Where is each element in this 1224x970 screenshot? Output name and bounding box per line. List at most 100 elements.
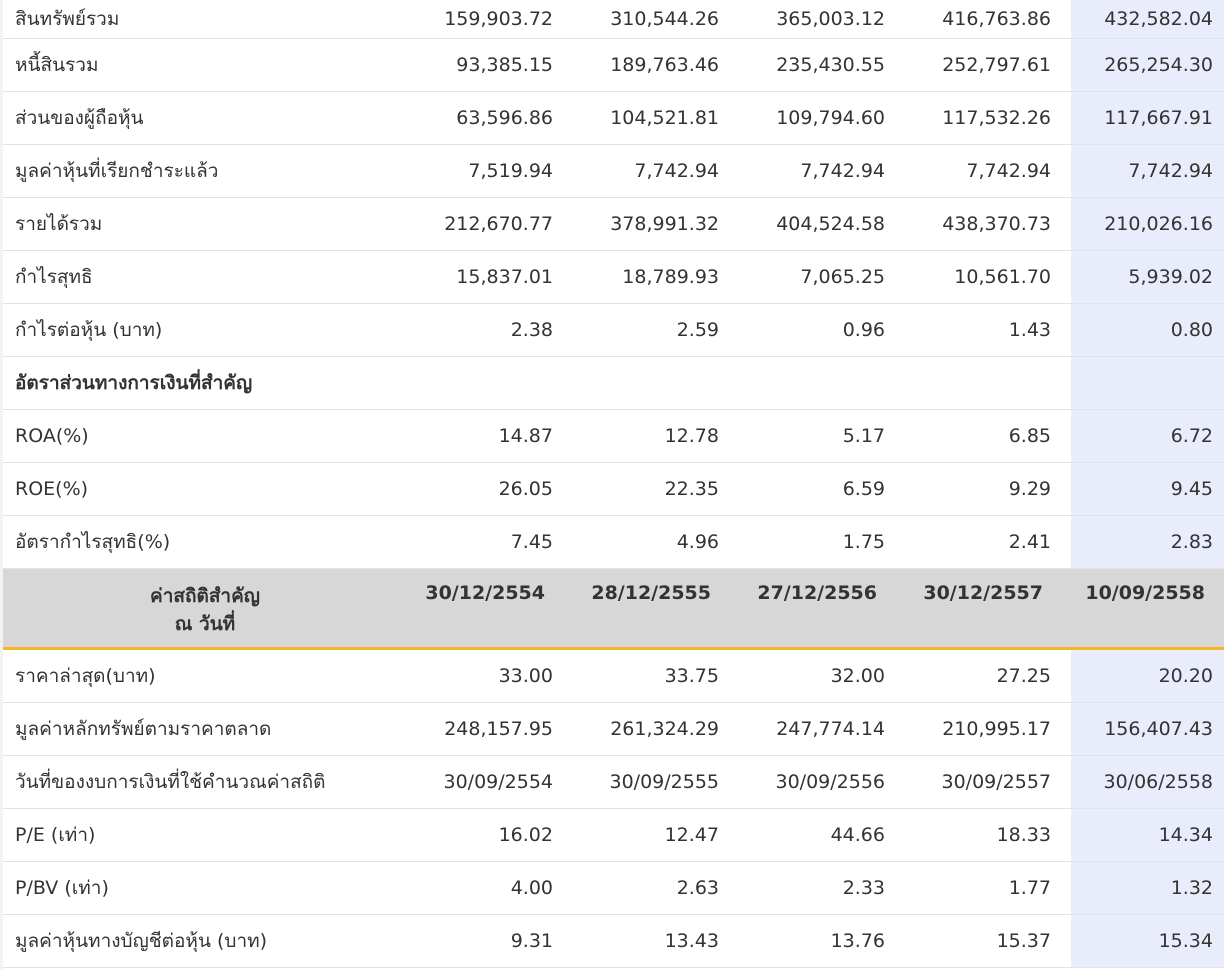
cell-value-highlighted: 15.34: [1071, 914, 1224, 968]
cell-value-highlighted: 5,939.02: [1071, 250, 1224, 304]
cell-value: 7.45: [407, 515, 573, 569]
cell-value: 404,524.58: [739, 197, 905, 251]
section-heading-row: อัตราส่วนทางการเงินที่สำคัญ: [3, 356, 1224, 410]
cell-value: 10,561.70: [905, 250, 1071, 304]
table-row: วันที่ของงบการเงินที่ใช้คำนวณค่าสถิติ 30…: [3, 755, 1224, 809]
cell-value: 32.00: [739, 648, 905, 703]
cell-value: 12.78: [573, 409, 739, 463]
cell-value: 13.76: [739, 914, 905, 968]
cell-value-highlighted: 265,254.30: [1071, 38, 1224, 92]
row-label: วันที่ของงบการเงินที่ใช้คำนวณค่าสถิติ: [3, 755, 407, 809]
cell-value-highlighted: 7,742.94: [1071, 144, 1224, 198]
cell-value: 378,991.32: [573, 197, 739, 251]
table-row: ราคาล่าสุด(บาท) 33.00 33.75 32.00 27.25 …: [3, 648, 1224, 703]
stats-header-label-line1: ค่าสถิติสำคัญ: [150, 585, 260, 607]
cell-value: 212,670.77: [407, 197, 573, 251]
cell-value: 7,742.94: [905, 144, 1071, 198]
cell-value: 438,370.73: [905, 197, 1071, 251]
stats-header-date: 30/12/2554: [407, 568, 573, 650]
cell-value: 365,003.12: [739, 0, 905, 39]
cell-value: 63,596.86: [407, 91, 573, 145]
cell-value: 210,995.17: [905, 702, 1071, 756]
cell-value: 2.41: [905, 515, 1071, 569]
cell-value-highlighted: 20.20: [1071, 648, 1224, 703]
table-row: P/E (เท่า) 16.02 12.47 44.66 18.33 14.34: [3, 808, 1224, 862]
table-row: มูลค่าหลักทรัพย์ตามราคาตลาด 248,157.95 2…: [3, 702, 1224, 756]
cell-value: 2.33: [739, 861, 905, 915]
cell-value: 7,742.94: [739, 144, 905, 198]
stats-header-row: ค่าสถิติสำคัญ ณ วันที่ 30/12/2554 28/12/…: [3, 568, 1224, 650]
row-label: สินทรัพย์รวม: [3, 0, 407, 39]
row-label: กำไรต่อหุ้น (บาท): [3, 303, 407, 357]
cell-value: 1.77: [905, 861, 1071, 915]
cell-value-highlighted: 1.32: [1071, 861, 1224, 915]
cell-value: 7,519.94: [407, 144, 573, 198]
cell-value: 9.29: [905, 462, 1071, 516]
table-row: อัตรากำไรสุทธิ(%) 7.45 4.96 1.75 2.41 2.…: [3, 515, 1224, 569]
cell-value: 6.85: [905, 409, 1071, 463]
cell-value-highlighted: 2.83: [1071, 515, 1224, 569]
table-row: สินทรัพย์รวม 159,903.72 310,544.26 365,0…: [3, 0, 1224, 39]
row-label: ROA(%): [3, 409, 407, 463]
cell-value: 33.00: [407, 648, 573, 703]
cell-value: 247,774.14: [739, 702, 905, 756]
cell-value: 18.33: [905, 808, 1071, 862]
cell-value: 4.96: [573, 515, 739, 569]
cell-value: 189,763.46: [573, 38, 739, 92]
cell-value: 9.31: [407, 914, 573, 968]
cell-value-highlighted: 210,026.16: [1071, 197, 1224, 251]
cell-value: 5.17: [739, 409, 905, 463]
row-label: หนี้สินรวม: [3, 38, 407, 92]
cell-value: 26.05: [407, 462, 573, 516]
cell-value: 15,837.01: [407, 250, 573, 304]
cell-value: 1.75: [739, 515, 905, 569]
row-label: P/E (เท่า): [3, 808, 407, 862]
table-row: ROA(%) 14.87 12.78 5.17 6.85 6.72: [3, 409, 1224, 463]
cell-value: 18,789.93: [573, 250, 739, 304]
row-label: มูลค่าหุ้นที่เรียกชำระแล้ว: [3, 144, 407, 198]
cell-value-highlighted: 30/06/2558: [1071, 755, 1224, 809]
table-row: กำไรสุทธิ 15,837.01 18,789.93 7,065.25 1…: [3, 250, 1224, 304]
cell-value: 7,742.94: [573, 144, 739, 198]
cell-value: 7,065.25: [739, 250, 905, 304]
cell-value: 93,385.15: [407, 38, 573, 92]
cell-value: 235,430.55: [739, 38, 905, 92]
cell-value-highlighted: 9.45: [1071, 462, 1224, 516]
row-label: ราคาล่าสุด(บาท): [3, 648, 407, 703]
table-row: หนี้สินรวม 93,385.15 189,763.46 235,430.…: [3, 38, 1224, 92]
cell-value-highlighted: 432,582.04: [1071, 0, 1224, 39]
row-label: มูลค่าหุ้นทางบัญชีต่อหุ้น (บาท): [3, 914, 407, 968]
cell-value-highlighted: 0.80: [1071, 303, 1224, 357]
cell-value: 30/09/2557: [905, 755, 1071, 809]
cell-value: 14.87: [407, 409, 573, 463]
cell-value: 12.47: [573, 808, 739, 862]
cell-value: 27.25: [905, 648, 1071, 703]
cell-value: 416,763.86: [905, 0, 1071, 39]
cell-value-highlighted: 156,407.43: [1071, 702, 1224, 756]
stats-header-date: 30/12/2557: [905, 568, 1071, 650]
financial-summary-table: สินทรัพย์รวม 159,903.72 310,544.26 365,0…: [3, 0, 1224, 968]
row-label: อัตรากำไรสุทธิ(%): [3, 515, 407, 569]
cell-value: 310,544.26: [573, 0, 739, 39]
row-label: กำไรสุทธิ: [3, 250, 407, 304]
table-row: ROE(%) 26.05 22.35 6.59 9.29 9.45: [3, 462, 1224, 516]
cell-value: 22.35: [573, 462, 739, 516]
table-row: กำไรต่อหุ้น (บาท) 2.38 2.59 0.96 1.43 0.…: [3, 303, 1224, 357]
table-row: P/BV (เท่า) 4.00 2.63 2.33 1.77 1.32: [3, 861, 1224, 915]
table-row: มูลค่าหุ้นทางบัญชีต่อหุ้น (บาท) 9.31 13.…: [3, 914, 1224, 968]
stats-header-label-line2: ณ วันที่: [174, 613, 236, 635]
section-title: อัตราส่วนทางการเงินที่สำคัญ: [3, 356, 1071, 410]
cell-value-highlighted: 6.72: [1071, 409, 1224, 463]
cell-value: 33.75: [573, 648, 739, 703]
cell-value-highlighted: 14.34: [1071, 808, 1224, 862]
cell-empty-highlighted: [1071, 356, 1224, 410]
cell-value-highlighted: 117,667.91: [1071, 91, 1224, 145]
cell-value: 248,157.95: [407, 702, 573, 756]
stats-header-date: 28/12/2555: [573, 568, 739, 650]
cell-value: 117,532.26: [905, 91, 1071, 145]
stats-header-date: 27/12/2556: [739, 568, 905, 650]
table-row: รายได้รวม 212,670.77 378,991.32 404,524.…: [3, 197, 1224, 251]
cell-value: 6.59: [739, 462, 905, 516]
cell-value: 15.37: [905, 914, 1071, 968]
